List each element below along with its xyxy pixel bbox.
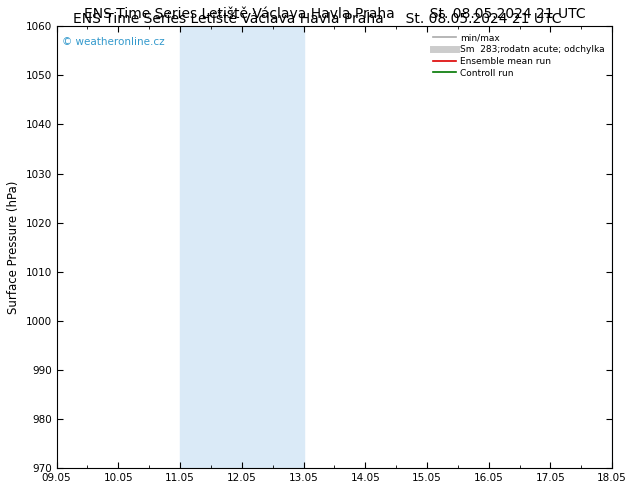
Bar xyxy=(180,26,211,468)
Legend: min/max, Sm  283;rodatn acute; odchylka, Ensemble mean run, Controll run: min/max, Sm 283;rodatn acute; odchylka, … xyxy=(430,31,607,80)
Bar xyxy=(612,26,634,468)
Text: ENS Time Series Letiště Václava Havla Praha     St. 08.05.2024 21 UTC: ENS Time Series Letiště Václava Havla Pr… xyxy=(73,12,561,26)
Y-axis label: Surface Pressure (hPa): Surface Pressure (hPa) xyxy=(7,180,20,314)
Title: ENS Time Series Letiště Václava Havla Praha        St. 08.05.2024 21 UTC: ENS Time Series Letiště Václava Havla Pr… xyxy=(84,7,585,21)
Bar xyxy=(211,26,304,468)
Text: © weatheronline.cz: © weatheronline.cz xyxy=(62,37,165,48)
